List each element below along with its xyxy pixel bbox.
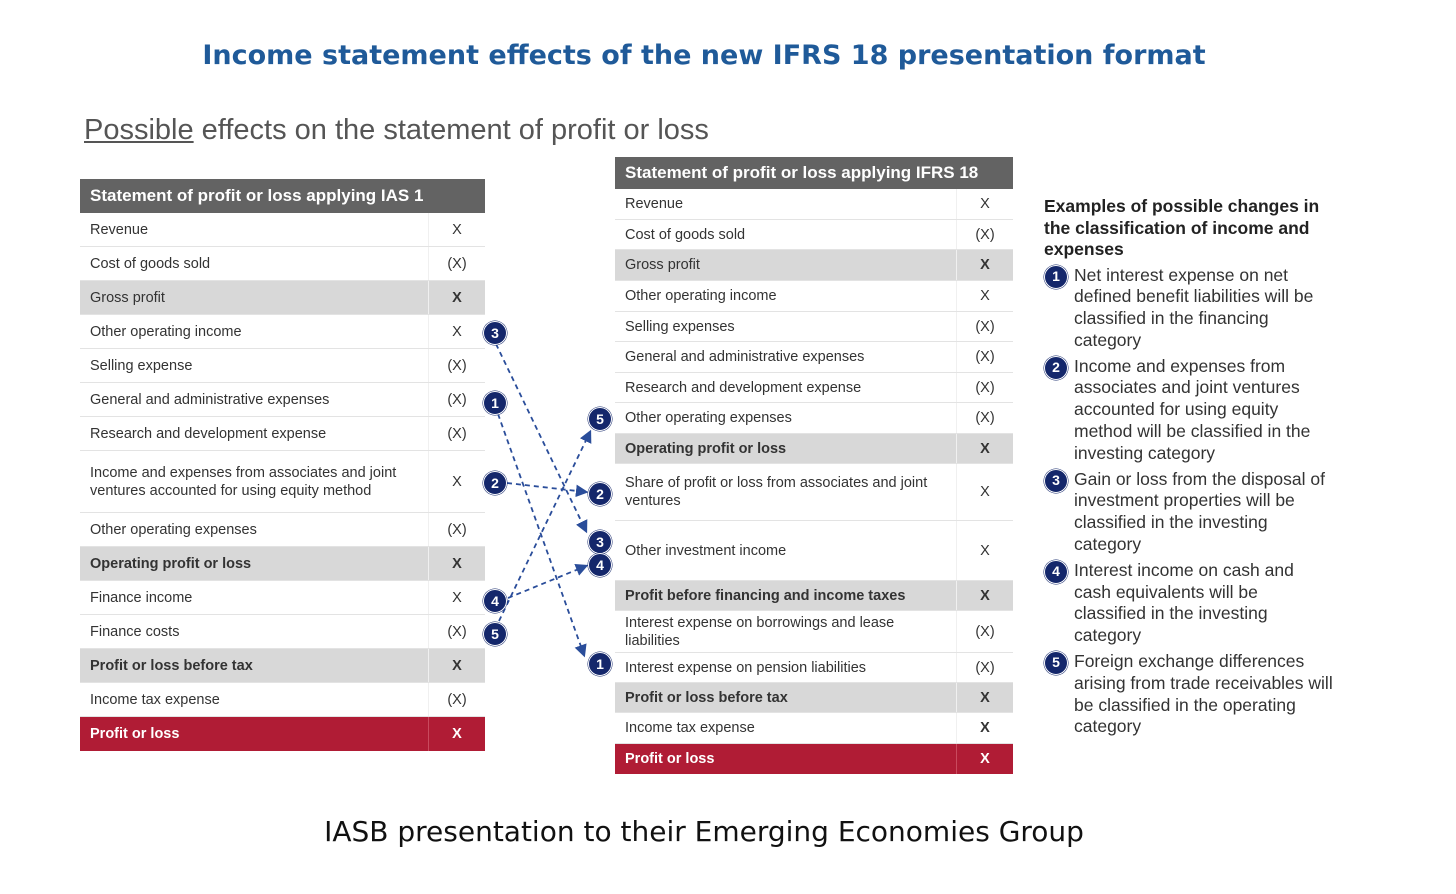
table-row: Research and development expense (X) — [80, 417, 485, 451]
badge-1-source: 1 — [483, 391, 507, 415]
table-row: Revenue X — [615, 189, 1013, 220]
arrow-4 — [507, 563, 589, 599]
badge-4-target: 4 — [588, 553, 612, 577]
example-badge: 4 — [1044, 559, 1068, 584]
example-item-3: 3 Gain or loss from the disposal of inve… — [1044, 468, 1334, 556]
table-row: Research and development expense (X) — [615, 373, 1013, 403]
example-text: Income and expenses from associates and … — [1074, 355, 1311, 463]
badge-2-target: 2 — [588, 482, 612, 506]
table-row: Income tax expense X — [615, 713, 1013, 744]
example-badge: 2 — [1044, 355, 1068, 380]
badge-2-source: 2 — [483, 471, 507, 495]
example-badge: 5 — [1044, 651, 1068, 676]
badge-5-source: 5 — [483, 622, 507, 646]
table-row: Profit before financing and income taxes… — [615, 581, 1013, 611]
examples-panel: Examples of possible changes in the clas… — [1044, 196, 1334, 742]
badge-3-source: 3 — [483, 321, 507, 345]
example-badge: 1 — [1044, 264, 1068, 289]
badge-4-source: 4 — [483, 589, 507, 613]
subtitle-rest: effects on the statement of profit or lo… — [193, 114, 709, 146]
footer-caption: IASB presentation to their Emerging Econ… — [324, 815, 1084, 848]
table-row: Cost of goods sold (X) — [80, 247, 485, 281]
arrow-5 — [498, 429, 592, 622]
table-row: Selling expenses (X) — [615, 312, 1013, 342]
table-row: General and administrative expenses (X) — [615, 342, 1013, 373]
example-item-4: 4 Interest income on cash and cash equiv… — [1044, 559, 1334, 647]
table-row: Interest expense on pension liabilities(… — [615, 653, 1013, 683]
example-item-5: 5 Foreign exchange differences arising f… — [1044, 651, 1334, 738]
badge-5-target: 5 — [588, 407, 612, 431]
badge-3-target: 3 — [588, 530, 612, 554]
table-row: Profit or loss before tax X — [615, 683, 1013, 713]
table-row: Other operating expenses (X) — [80, 513, 485, 547]
table-row: Income tax expense (X) — [80, 683, 485, 717]
example-text: Net interest expense on net defined bene… — [1074, 264, 1314, 350]
table-row: Operating profit or loss X — [615, 434, 1013, 464]
table-row: Finance income X — [80, 581, 485, 615]
examples-title: Examples of possible changes in the clas… — [1044, 196, 1320, 259]
table-row: Other operating income X — [615, 281, 1013, 312]
table-row-total: Profit or loss X — [615, 744, 1013, 774]
table-row: Other investment income X — [615, 521, 1013, 581]
table-row: Other operating income X — [80, 315, 485, 349]
example-item-1: 1 Net interest expense on net defined be… — [1044, 264, 1334, 352]
table-row: General and administrative expenses (X) — [80, 383, 485, 417]
ias1-table: Statement of profit or loss applying IAS… — [80, 179, 485, 751]
table-row-total: Profit or loss X — [80, 717, 485, 751]
ias1-table-header: Statement of profit or loss applying IAS… — [80, 179, 485, 213]
table-row: Income and expenses from associates and … — [80, 451, 485, 513]
arrow-2 — [506, 482, 589, 498]
table-row: Gross profit X — [80, 281, 485, 315]
table-row: Operating profit or loss X — [80, 547, 485, 581]
table-row: Finance costs (X) — [80, 615, 485, 649]
table-row: Share of profit or loss from associates … — [615, 464, 1013, 521]
table-row: Cost of goods sold (X) — [615, 220, 1013, 250]
example-item-2: 2 Income and expenses from associates an… — [1044, 355, 1334, 465]
example-text: Foreign exchange differences arising fro… — [1074, 651, 1333, 737]
badge-1-target: 1 — [588, 652, 612, 676]
ifrs18-table-header: Statement of profit or loss applying IFR… — [615, 157, 1013, 189]
table-row: Revenue X — [80, 213, 485, 247]
main-title: Income statement effects of the new IFRS… — [202, 40, 1206, 71]
table-row: Interest expense on borrowings and lease… — [615, 611, 1013, 653]
example-badge: 3 — [1044, 468, 1068, 493]
ifrs18-table: Statement of profit or loss applying IFR… — [615, 157, 1013, 774]
table-row: Other operating expenses (X) — [615, 403, 1013, 434]
example-text: Interest income on cash and cash equival… — [1074, 559, 1294, 646]
table-row: Selling expense (X) — [80, 349, 485, 383]
arrow-1 — [497, 413, 587, 658]
table-row: Profit or loss before tax X — [80, 649, 485, 683]
subtitle-underlined-word: Possible — [84, 114, 194, 146]
example-text: Gain or loss from the disposal of invest… — [1074, 468, 1325, 555]
table-row: Gross profit X — [615, 250, 1013, 281]
arrow-3 — [495, 343, 588, 534]
slide-subtitle: Possible effects on the statement of pro… — [84, 114, 709, 147]
